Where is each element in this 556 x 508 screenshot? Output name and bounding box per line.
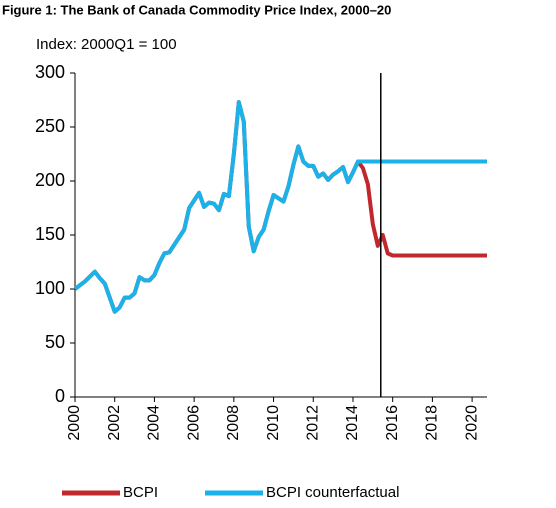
- y-tick-label: 300: [35, 62, 65, 82]
- x-tick-label: 2004: [146, 405, 163, 441]
- x-tick-label: 2010: [265, 405, 282, 441]
- x-tick-label: 2020: [463, 405, 480, 441]
- x-tick-label: 2012: [304, 405, 321, 441]
- y-tick-label: 250: [35, 116, 65, 136]
- x-tick-label: 2006: [185, 405, 202, 441]
- chart-title: Figure 1: The Bank of Canada Commodity P…: [2, 2, 391, 17]
- line-series: [73, 100, 487, 314]
- x-tick-label: 2000: [66, 405, 83, 441]
- x-tick-label: 2016: [384, 405, 401, 441]
- y-tick-label: 200: [35, 170, 65, 190]
- y-tick-label: 50: [45, 332, 65, 352]
- x-tick-label: 2002: [106, 405, 123, 441]
- x-tick-label: 2008: [225, 405, 242, 441]
- chart-subtitle: Index: 2000Q1 = 100: [36, 36, 177, 53]
- legend-label: BCPI counterfactual: [266, 484, 399, 501]
- legend-label: BCPI: [123, 484, 158, 501]
- y-tick-label: 150: [35, 224, 65, 244]
- x-tick-label: 2014: [344, 405, 361, 441]
- y-tick-label: 0: [55, 386, 65, 406]
- x-tick-label: 2018: [424, 405, 441, 441]
- y-tick-label: 100: [35, 278, 65, 298]
